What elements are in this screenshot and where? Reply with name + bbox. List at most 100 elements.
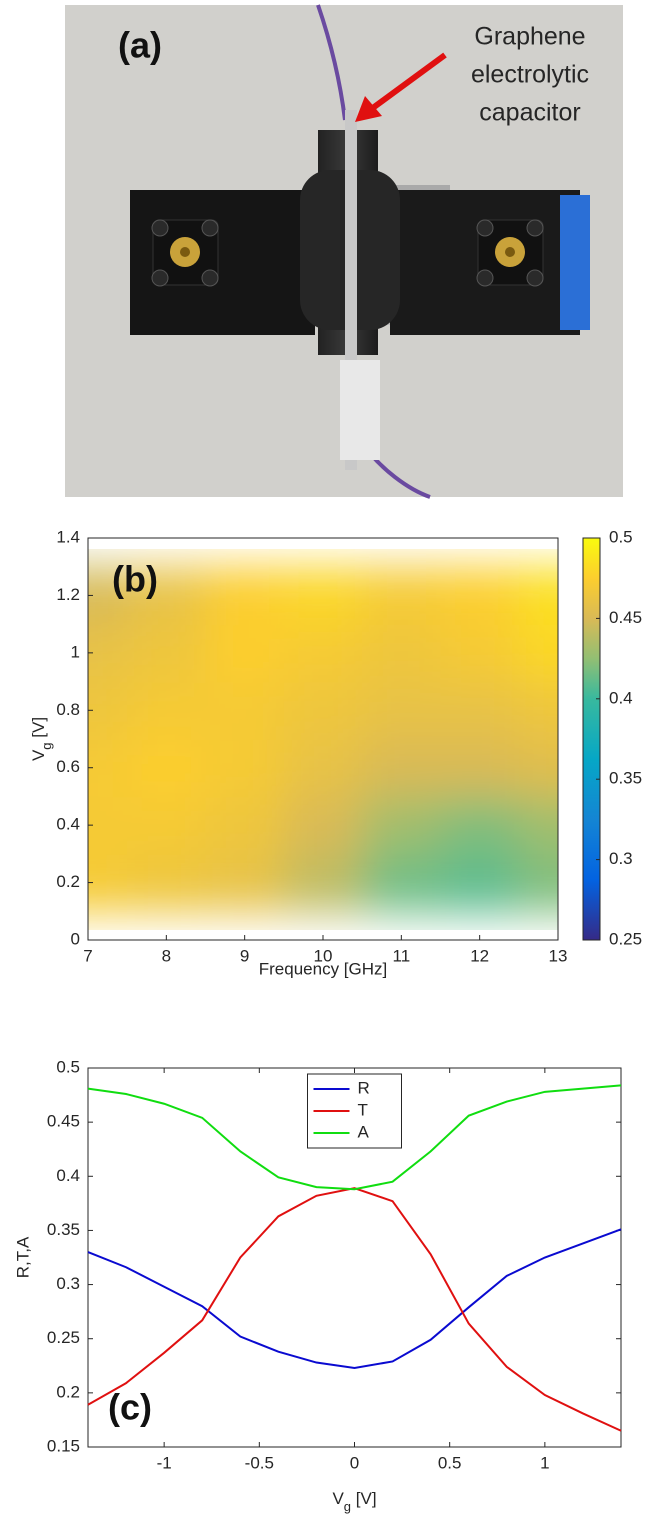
y-tick-label: 1.2 (56, 585, 80, 604)
colorbar-tick-label: 0.25 (609, 929, 642, 948)
heatmap-cell (127, 853, 207, 913)
panel-label: (a) (118, 25, 162, 66)
axis-label-part: [V] (351, 1489, 377, 1508)
heatmap-cell (518, 739, 558, 798)
heatmap-cell (205, 739, 285, 798)
heatmap-cell (440, 566, 520, 571)
heatmap-cell (205, 624, 285, 683)
heatmap-cell (127, 624, 207, 683)
y-tick-label: 0 (71, 929, 80, 948)
x-tick-label: -0.5 (245, 1453, 274, 1472)
x-tick-label: 0 (350, 1453, 359, 1472)
heatmap-cell (440, 853, 520, 913)
colorbar (582, 537, 601, 941)
axis-label-part: g (39, 742, 54, 749)
heatmap-cell (127, 739, 207, 798)
heatmap-cell (362, 566, 442, 626)
colorbar-tick-label: 0.5 (609, 527, 633, 546)
heatmap-cell (205, 566, 285, 626)
series-line (87, 1187, 622, 1432)
heatmap-cell (362, 566, 442, 571)
heatmap-cell (440, 681, 520, 740)
series-line (87, 1228, 622, 1369)
heatmap-cell (127, 566, 207, 571)
x-tick-label: 8 (162, 946, 171, 965)
x-tick-label: 9 (240, 946, 249, 965)
y-tick-label: 0.15 (47, 1436, 80, 1455)
heatmap-cell (283, 566, 364, 626)
heatmap-cell (362, 624, 442, 683)
x-tick-label: 7 (83, 946, 92, 965)
series-line (87, 1084, 622, 1191)
x-tick-label: 0.5 (438, 1453, 462, 1472)
heatmap-cell (283, 853, 364, 913)
heatmap-cell (518, 566, 558, 626)
colorbar-tick-label: 0.35 (609, 769, 642, 788)
x-tick-label: 10 (314, 946, 333, 965)
x-tick-label: 12 (470, 946, 489, 965)
y-tick-label: 0.2 (56, 872, 80, 891)
heatmap-cell (440, 796, 520, 855)
x-tick-label: -1 (157, 1453, 172, 1472)
colorbar-tick-label: 0.4 (609, 688, 633, 707)
heatmap-cell (88, 681, 129, 740)
heatmap-cell (518, 681, 558, 740)
panel-label: (c) (108, 1387, 152, 1428)
heatmap-cell (88, 624, 129, 683)
heatmap-cell (283, 624, 364, 683)
heatmap-cell (362, 681, 442, 740)
heatmap-cell (440, 624, 520, 683)
heatmap-cell (518, 566, 558, 571)
heatmap-cell (205, 566, 285, 571)
heatmap-area (88, 566, 558, 913)
axis-label-part: [V] (29, 717, 48, 743)
heatmap-cell (205, 681, 285, 740)
heatmap-cell (362, 853, 442, 913)
heatmap-cell (440, 566, 520, 626)
panel-label: (b) (112, 559, 158, 600)
axis-label-part: V (332, 1489, 344, 1508)
y-tick-label: 0.25 (47, 1328, 80, 1347)
annotation: electrolytic (471, 61, 589, 89)
heatmap-cell (283, 566, 364, 571)
heatmap-cell (283, 739, 364, 798)
axis-label-part: V (29, 749, 48, 761)
annotation: Graphene (474, 23, 585, 51)
y-tick-label: 0.8 (56, 700, 80, 719)
heatmap-cells (88, 566, 558, 913)
y-tick-label: 0.2 (56, 1382, 80, 1401)
heatmap-cell (518, 853, 558, 913)
heatmap-cell (127, 566, 207, 626)
axis-label: Vg [V] (29, 717, 53, 761)
heatmap-cell (88, 566, 129, 571)
y-tick-label: 1 (71, 642, 80, 661)
heatmap-cell (518, 624, 558, 683)
colorbar-tick-label: 0.45 (609, 608, 642, 627)
heatmap-cell (440, 739, 520, 798)
y-tick-label: 0.6 (56, 757, 80, 776)
y-tick-label: 1.4 (56, 527, 80, 546)
heatmap-cell (362, 796, 442, 855)
heatmap-cell (127, 681, 207, 740)
heatmap-cell (205, 796, 285, 855)
x-tick-label: 13 (549, 946, 568, 965)
y-tick-label: 0.35 (47, 1220, 80, 1239)
legend-label: A (358, 1122, 370, 1141)
axis-label-part: g (344, 1499, 351, 1514)
axis-label: Vg [V] (332, 1489, 376, 1513)
legend-label: T (358, 1100, 368, 1119)
heatmap-cell (283, 796, 364, 855)
heatmap-cell (88, 796, 129, 855)
annotation: capacitor (479, 99, 580, 127)
legend-label: R (358, 1078, 370, 1097)
y-tick-label: 0.4 (56, 815, 80, 834)
heatmap-cell (127, 796, 207, 855)
heatmap-cell (88, 566, 129, 626)
heatmap-cell (362, 739, 442, 798)
y-tick-label: 0.4 (56, 1166, 80, 1185)
heatmap-cell (518, 796, 558, 855)
x-tick-label: 11 (393, 946, 411, 965)
colorbar-tick-label: 0.3 (609, 849, 633, 868)
x-axis-label: Frequency [GHz] (259, 959, 388, 978)
